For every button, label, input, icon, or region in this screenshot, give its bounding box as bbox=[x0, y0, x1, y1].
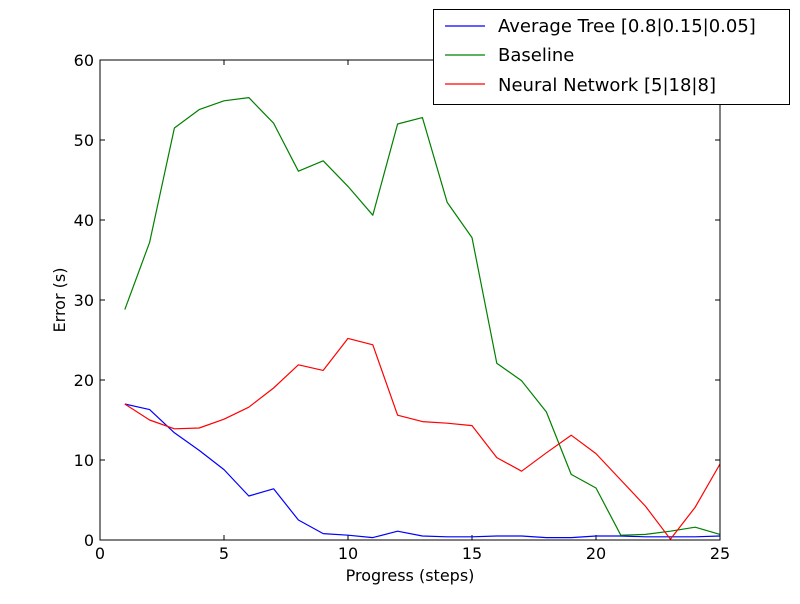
x-tick-label: 15 bbox=[462, 544, 482, 563]
series-line-average-tree bbox=[124, 403, 721, 539]
x-tick-label: 10 bbox=[338, 544, 358, 563]
y-tick-label: 20 bbox=[74, 371, 94, 390]
legend: Average Tree [0.8|0.15|0.05] Baseline Ne… bbox=[433, 9, 790, 105]
y-tick-label: 60 bbox=[74, 51, 94, 70]
x-tick-label: 20 bbox=[586, 544, 606, 563]
legend-label-baseline: Baseline bbox=[498, 45, 574, 66]
y-tick-label: 10 bbox=[74, 451, 94, 470]
y-tick-label: 30 bbox=[74, 291, 94, 310]
y-tick-label: 40 bbox=[74, 211, 94, 230]
series-line-baseline bbox=[124, 96, 721, 536]
plot-area bbox=[100, 60, 720, 540]
y-tick-label: 50 bbox=[74, 131, 94, 150]
x-tick-label: 5 bbox=[219, 544, 229, 563]
y-axis-label: Error (s) bbox=[50, 268, 69, 333]
y-tick-label: 0 bbox=[84, 531, 94, 550]
plot-frame bbox=[99, 59, 721, 541]
x-tick-label: 0 bbox=[95, 544, 105, 563]
x-tick-label: 25 bbox=[710, 544, 730, 563]
x-axis-label: Progress (steps) bbox=[346, 566, 475, 585]
series-line-neural-network bbox=[124, 337, 721, 540]
legend-label-average-tree: Average Tree [0.8|0.15|0.05] bbox=[498, 16, 756, 37]
legend-label-neural-network: Neural Network [5|18|8] bbox=[498, 75, 716, 96]
series-layer bbox=[124, 96, 721, 540]
ticks-layer: 0 5 10 15 20 25 0 10 20 30 40 50 60 bbox=[74, 51, 731, 563]
legend-frame bbox=[433, 9, 790, 105]
